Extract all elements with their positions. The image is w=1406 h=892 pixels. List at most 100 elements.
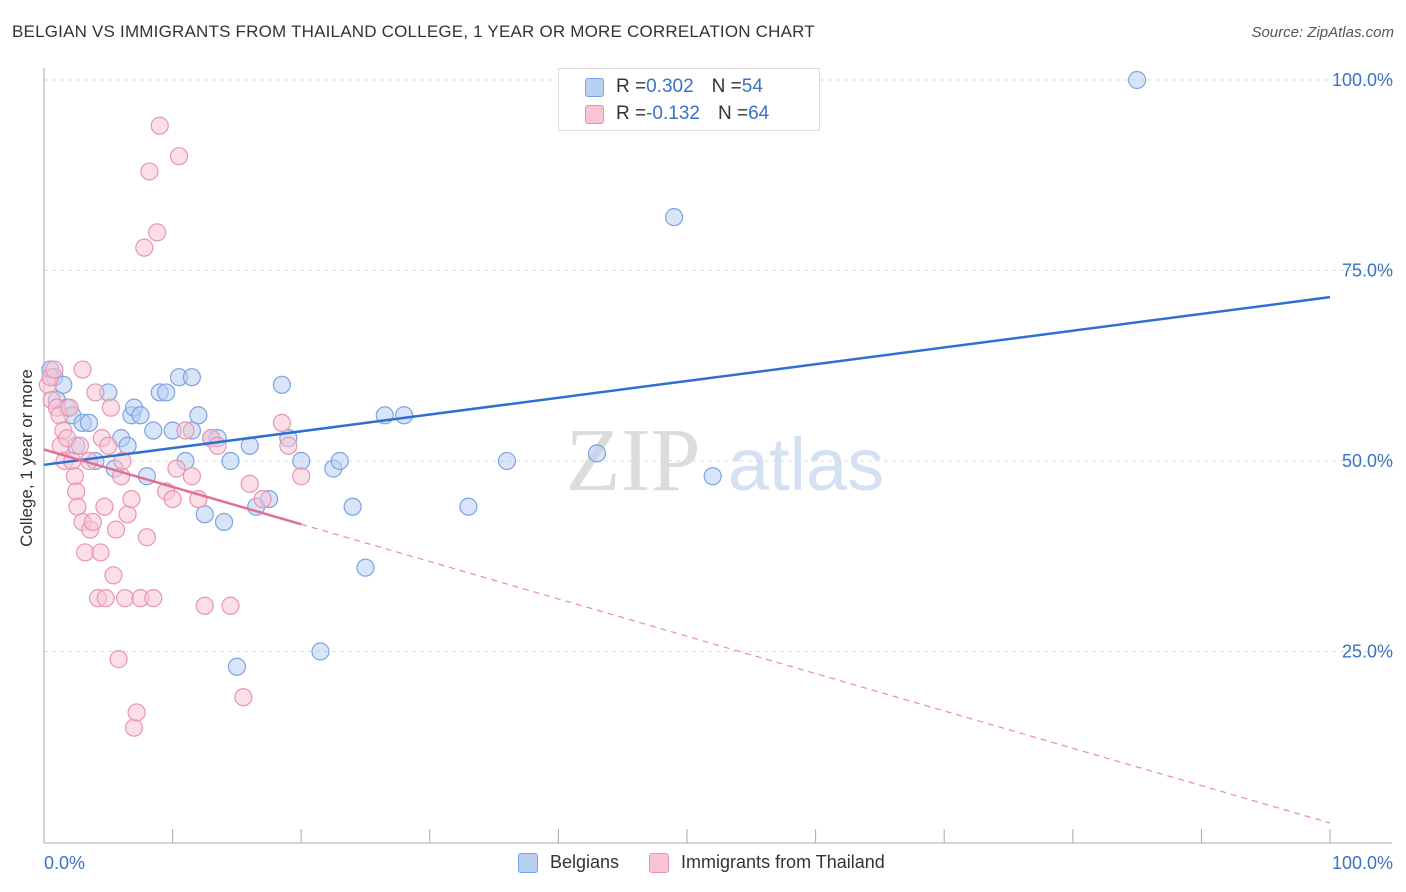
belgians-point xyxy=(330,451,349,471)
thailand-point xyxy=(83,512,102,532)
thailand-point xyxy=(144,589,163,608)
thailand-point xyxy=(208,436,227,455)
thailand-point xyxy=(122,490,141,509)
thailand-point xyxy=(234,688,253,707)
thailand-point xyxy=(91,543,110,562)
thailand-point xyxy=(70,436,90,455)
thailand-point xyxy=(182,467,201,486)
thailand-point xyxy=(176,421,195,440)
thailand-point xyxy=(221,596,240,615)
belgians-point xyxy=(1127,70,1147,90)
thailand-point xyxy=(167,459,186,478)
belgians-point xyxy=(272,375,292,394)
thailand-trend-line xyxy=(43,448,302,526)
thailand-point xyxy=(118,505,137,524)
thailand-point xyxy=(124,718,144,737)
thailand-point xyxy=(292,467,311,486)
thailand-point xyxy=(272,413,292,432)
thailand-point xyxy=(99,436,118,455)
belgians-point xyxy=(144,421,163,440)
thailand-point xyxy=(106,520,126,539)
belgians-point xyxy=(227,657,246,676)
watermark-atlas: atlas xyxy=(728,423,884,506)
y-tick-label: 75.0% xyxy=(1342,261,1393,281)
belgians-point xyxy=(497,451,517,471)
source-label: Source: ZipAtlas.com xyxy=(1251,24,1394,41)
y-tick-label: 50.0% xyxy=(1342,451,1393,471)
belgians-point xyxy=(343,497,362,516)
r-label: R = xyxy=(616,103,647,124)
belgians-point xyxy=(703,467,722,486)
belgians-point xyxy=(292,451,311,471)
belgians-point xyxy=(459,497,478,516)
thailand-point xyxy=(45,360,64,379)
belgians-point xyxy=(195,505,214,524)
watermark-zip: ZIP xyxy=(566,411,701,510)
legend-label: Immigrants from Thailand xyxy=(681,852,885,872)
thailand-point xyxy=(140,162,159,181)
thailand-swatch xyxy=(649,852,670,873)
thailand-swatch xyxy=(585,104,604,124)
belgians-point xyxy=(394,406,414,425)
thailand-point xyxy=(150,116,169,135)
thailand-point xyxy=(253,490,272,509)
thailand-point xyxy=(76,543,95,562)
chart-title: BELGIAN VS IMMIGRANTS FROM THAILAND COLL… xyxy=(12,22,815,41)
belgians-point xyxy=(221,451,240,471)
thailand-point xyxy=(104,566,123,585)
belgians-point xyxy=(131,406,150,425)
thailand-point xyxy=(195,596,214,615)
legend-label: Belgians xyxy=(550,852,620,872)
belgians-point xyxy=(311,642,330,661)
thailand-point xyxy=(68,497,87,516)
belgians-trend-line xyxy=(43,295,1331,467)
thailand-point xyxy=(163,490,182,509)
thailand-point xyxy=(95,497,114,516)
thailand-point xyxy=(96,589,115,608)
thailand-point xyxy=(73,360,92,379)
bottom-legend: Belgians Immigrants from Thailand xyxy=(518,852,915,873)
belgians-point xyxy=(182,368,201,387)
belgians-point xyxy=(665,208,684,227)
stats-row-thailand: R = -0.132 N = 64 xyxy=(585,101,769,127)
n-label: N = xyxy=(717,103,749,124)
thailand-point xyxy=(169,147,189,166)
belgians-point xyxy=(189,406,208,425)
y-axis-label: College, 1 year or more xyxy=(17,369,36,547)
n-label: N = xyxy=(711,76,742,97)
belgians-point xyxy=(356,558,375,577)
thailand-point xyxy=(101,398,120,417)
legend-item-thailand[interactable]: Immigrants from Thailand xyxy=(649,852,885,873)
belgians-point xyxy=(214,512,234,532)
thailand-point xyxy=(127,703,146,722)
r-value: -0.132 xyxy=(646,103,700,124)
thailand-trend-line-extension xyxy=(301,523,1331,824)
n-value: 64 xyxy=(748,103,770,124)
belgians-swatch xyxy=(518,852,538,873)
stats-row-belgians: R = 0.302 N = 54 xyxy=(585,74,763,100)
belgians-point xyxy=(79,413,99,432)
thailand-point xyxy=(86,383,105,402)
thailand-point xyxy=(115,589,135,608)
thailand-point xyxy=(240,474,259,493)
thailand-point xyxy=(60,398,79,417)
belgians-point xyxy=(157,383,176,402)
thailand-point xyxy=(148,223,167,242)
belgians-point xyxy=(118,436,137,455)
belgians-swatch xyxy=(585,77,604,97)
r-value: 0.302 xyxy=(646,76,694,97)
legend-item-belgians[interactable]: Belgians xyxy=(518,852,619,873)
r-label: R = xyxy=(616,76,647,97)
x-tick-label: 0.0% xyxy=(44,853,85,873)
x-tick-label: 100.0% xyxy=(1332,853,1393,873)
thailand-point xyxy=(135,238,154,257)
y-tick-label: 100.0% xyxy=(1332,70,1393,90)
y-tick-label: 25.0% xyxy=(1342,642,1393,662)
thailand-point xyxy=(65,467,84,486)
thailand-point xyxy=(279,436,298,455)
stats-legend: R = 0.302 N = 54 R = -0.132 N = 64 xyxy=(558,68,820,131)
thailand-point xyxy=(67,482,86,501)
thailand-point xyxy=(109,650,128,669)
thailand-point xyxy=(113,451,132,471)
